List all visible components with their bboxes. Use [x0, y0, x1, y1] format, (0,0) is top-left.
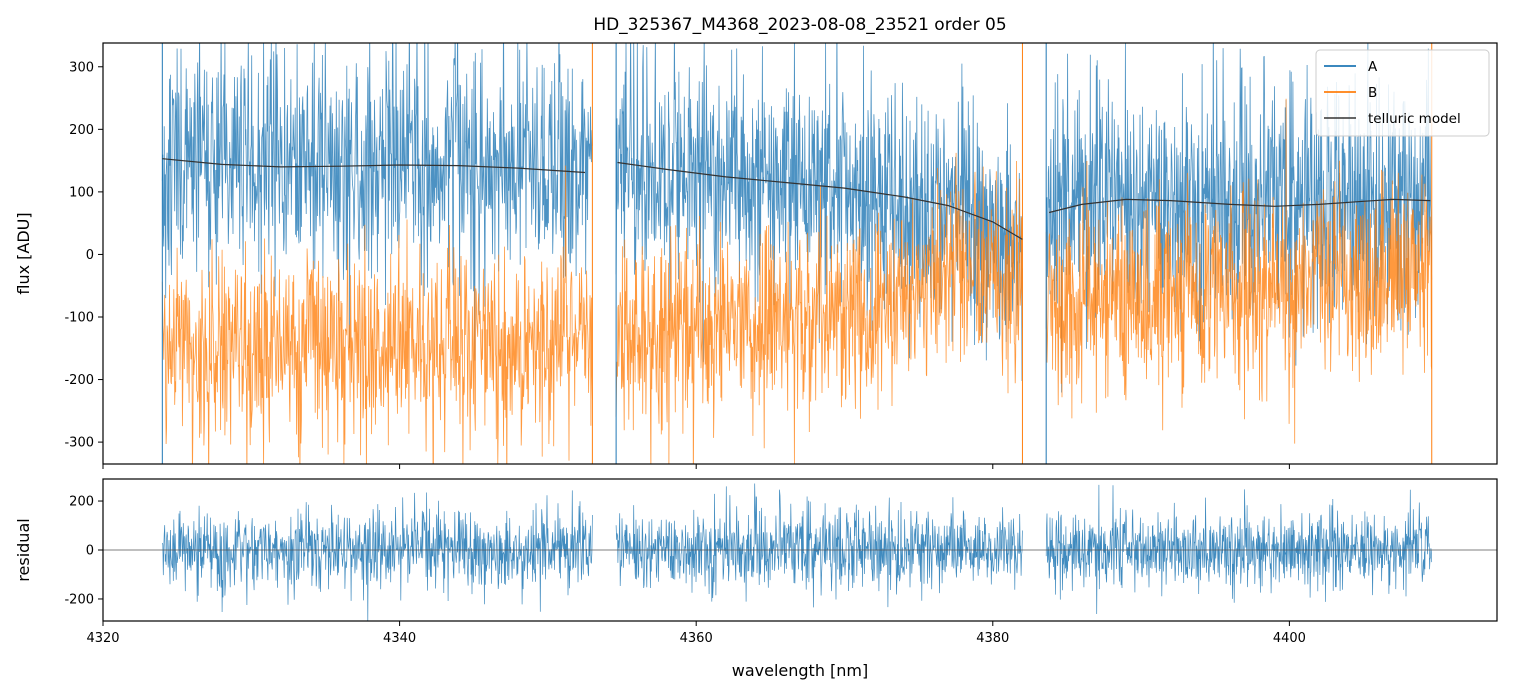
- top-y-axis-label: flux [ADU]: [14, 212, 33, 294]
- y-tick-label: 200: [69, 123, 94, 138]
- y-tick-label: -100: [64, 310, 94, 325]
- y-tick-label: -200: [64, 373, 94, 388]
- legend-label: B: [1368, 85, 1377, 101]
- residual-line: [1045, 484, 1433, 615]
- y-tick-label: -200: [64, 592, 94, 607]
- y-tick-label: 200: [69, 495, 94, 510]
- series-b-line: [1045, 98, 1433, 444]
- telluric-model-line: [617, 161, 1023, 240]
- residual-y-axis-label: residual: [14, 518, 33, 581]
- x-tick-label: 4400: [1273, 631, 1306, 646]
- series-b-line: [161, 165, 593, 464]
- residual-y-axis: -200 0 200: [64, 495, 103, 607]
- top-y-axis: -300 -200 -100 0 100 200 300: [64, 60, 103, 451]
- y-tick-label: 300: [69, 60, 94, 75]
- legend-box: [1315, 49, 1490, 137]
- x-axis: 4320 4340 4360 4380 4400: [86, 621, 1306, 646]
- x-tick-label: 4340: [383, 631, 416, 646]
- top-x-axis-ticks: [102, 464, 1290, 469]
- residual-plot-area: [103, 483, 1497, 621]
- telluric-model-line: [1048, 198, 1431, 214]
- series-b-line: [615, 152, 1023, 464]
- y-tick-label: 100: [69, 185, 94, 200]
- x-tick-label: 4360: [680, 631, 713, 646]
- residual-line: [161, 490, 593, 621]
- residual-line: [615, 483, 1023, 608]
- top-plot-area: [161, 43, 1433, 464]
- telluric-model-line: [162, 158, 586, 174]
- series-a-line: [615, 43, 1023, 382]
- chart-title: HD_325367_M4368_2023-08-08_23521 order 0…: [593, 15, 1006, 35]
- y-tick-label: 0: [86, 248, 94, 263]
- y-tick-label: -300: [64, 436, 94, 451]
- x-tick-label: 4380: [976, 631, 1009, 646]
- legend-label: telluric model: [1368, 111, 1461, 127]
- x-axis-label: wavelength [nm]: [732, 661, 869, 680]
- x-tick-label: 4320: [86, 631, 119, 646]
- y-tick-label: 0: [86, 544, 94, 559]
- top-axes-frame: [102, 42, 1498, 465]
- legend-label: A: [1368, 59, 1378, 75]
- series-a-line: [161, 43, 593, 361]
